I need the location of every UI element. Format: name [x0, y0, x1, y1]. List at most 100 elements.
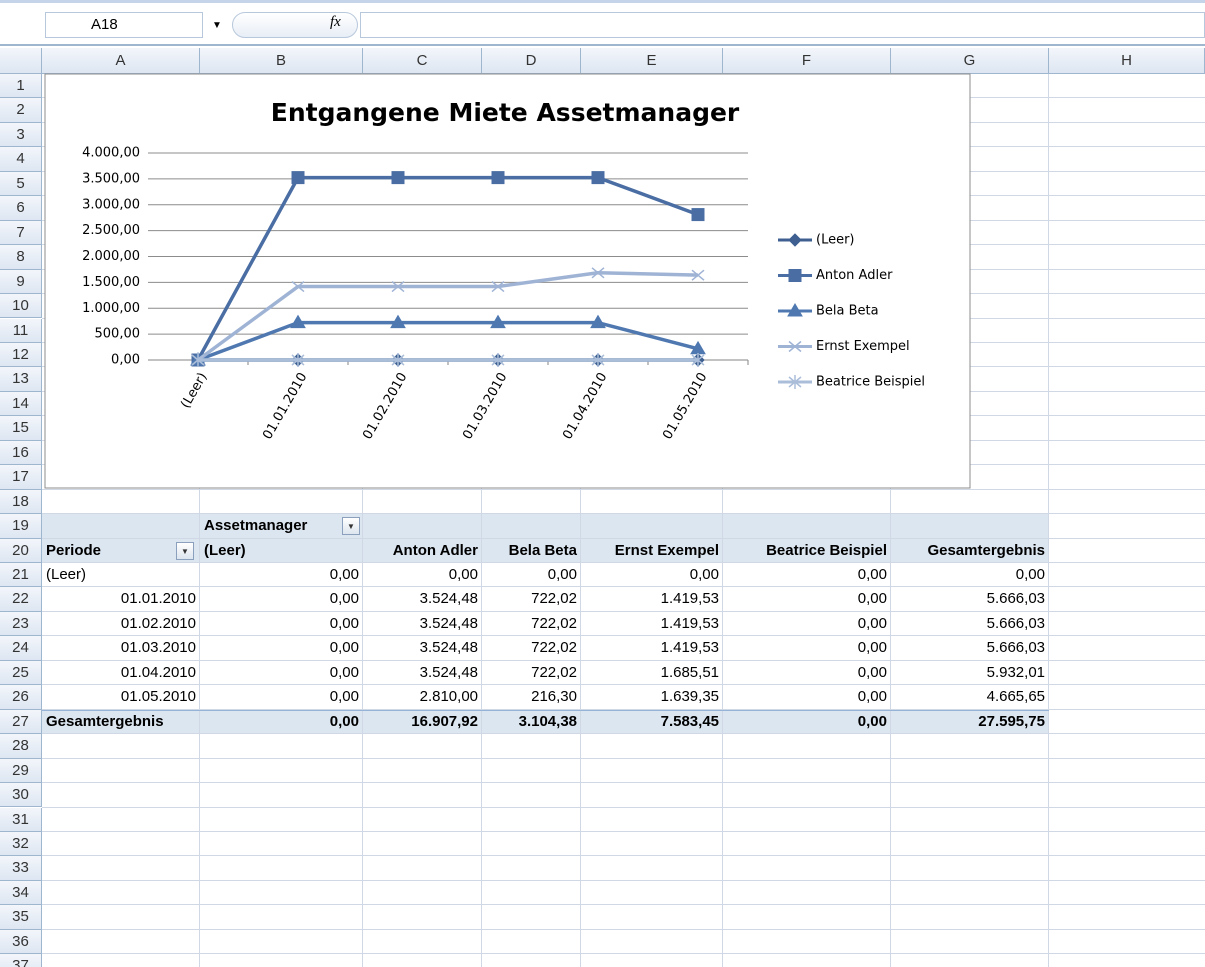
legend-label: Beatrice Beispiel [816, 375, 925, 390]
pivot-cell: 01.05.2010 [120, 688, 196, 706]
pivot-cell: 3.524,48 [419, 639, 478, 657]
pivot-cell: 1.419,53 [660, 614, 719, 632]
pivot-cell: 722,02 [531, 614, 577, 632]
row-header: 9 [0, 269, 42, 295]
marker [391, 171, 405, 185]
pivot-cell: (Leer) [204, 541, 246, 559]
column-line [722, 74, 723, 967]
row-line [42, 562, 1205, 563]
marker [691, 208, 705, 222]
row-line [42, 708, 1205, 710]
marker [591, 353, 605, 367]
pivot-cell: 0,00 [857, 639, 887, 657]
row-header: 7 [0, 220, 42, 246]
row-header: 34 [0, 880, 42, 906]
column-header: E [581, 48, 723, 74]
chart-title: Entgangene Miete Assetmanager [271, 98, 740, 127]
pivot-cell: 5.666,03 [986, 639, 1045, 657]
marker [490, 314, 506, 329]
pivot-cell: 722,02 [531, 663, 577, 681]
column-line [580, 74, 581, 967]
marker [491, 171, 505, 185]
marker [391, 353, 405, 367]
y-tick-label: 2.000,00 [82, 249, 140, 264]
series-line [196, 271, 699, 362]
pivot-cell: 0,00 [857, 566, 887, 583]
pivot-cell: Periode [46, 541, 102, 559]
row-header: 2 [0, 98, 42, 123]
pivot-cell: Beatrice Beispiel [766, 541, 887, 559]
filter-button[interactable]: ▼ [342, 517, 360, 536]
legend-label: (Leer) [816, 233, 855, 248]
pivot-cell: (Leer) [46, 566, 87, 583]
marker [787, 303, 803, 317]
filter-button[interactable]: ▼ [176, 541, 194, 560]
row-header: 11 [0, 318, 42, 343]
row-header: 22 [0, 587, 42, 612]
y-tick-label: 0,00 [111, 353, 140, 368]
pivot-cell: 01.01.2010 [120, 590, 196, 608]
pivot-cell: 0,00 [689, 566, 719, 583]
row-line [42, 953, 1205, 955]
pivot-cell: 722,02 [531, 590, 577, 608]
row-header: 33 [0, 856, 42, 881]
pivot-cell: 0,00 [329, 663, 359, 681]
row-header: 6 [0, 196, 42, 221]
row-header: 27 [0, 709, 42, 735]
legend-label: Bela Beta [816, 304, 879, 319]
pivot-cell: 3.524,48 [419, 590, 478, 608]
pivot-cell: 0,00 [329, 688, 359, 706]
row-line [42, 928, 1205, 930]
row-line [42, 733, 1205, 735]
name-box-dropdown[interactable]: ▼ [212, 20, 222, 31]
row-line [42, 855, 1205, 857]
pivot-cell: 1.639,35 [660, 688, 719, 706]
marker [691, 269, 705, 281]
row-header: 12 [0, 342, 42, 368]
pivot-cell: 0,00 [329, 566, 359, 583]
row-header: 25 [0, 660, 42, 686]
pivot-cell: 0,00 [857, 663, 887, 681]
pivot-cell: 0,00 [857, 614, 887, 632]
column-header: F [723, 48, 891, 74]
row-line [42, 610, 1205, 612]
row-line [42, 782, 1205, 784]
pivot-cell: 0,00 [329, 712, 359, 730]
pivot-cell: Gesamtergebnis [927, 541, 1045, 559]
column-line [199, 74, 200, 967]
marker [291, 280, 305, 293]
pivot-cell: 0,00 [1015, 566, 1045, 583]
pivot-cell: 5.666,03 [986, 590, 1045, 608]
y-tick-label: 4.000,00 [82, 146, 140, 161]
row-header: 28 [0, 734, 42, 759]
pivot-cell: 0,00 [329, 614, 359, 632]
corner [0, 48, 42, 74]
pivot-cell: 0,00 [857, 712, 887, 730]
pivot-cell: 01.03.2010 [120, 639, 196, 657]
pivot-cell: 0,00 [857, 688, 887, 706]
pivot-band [42, 709, 1049, 735]
column-line [890, 74, 891, 967]
row-header: 23 [0, 611, 42, 637]
row-header: 8 [0, 245, 42, 270]
row-header: 5 [0, 171, 42, 197]
y-tick-label: 1.500,00 [82, 275, 140, 290]
row-header: 35 [0, 905, 42, 930]
marker [788, 269, 802, 282]
pivot-cell: 0,00 [857, 590, 887, 608]
series-line [196, 175, 699, 361]
pivot-cell: 3.524,48 [419, 663, 478, 681]
column-line [362, 74, 363, 967]
pivot-cell: 0,00 [329, 590, 359, 608]
row-header: 10 [0, 294, 42, 319]
column-header: C [363, 48, 482, 74]
fx-button[interactable]: fx [330, 14, 341, 30]
row-line [42, 684, 1205, 686]
row-line [42, 757, 1205, 759]
row-header: 24 [0, 636, 42, 661]
marker [591, 267, 605, 279]
column-line [481, 74, 482, 967]
total-border [42, 709, 1049, 711]
pivot-cell: 01.04.2010 [120, 663, 196, 681]
name-box[interactable]: A18 [45, 12, 203, 38]
